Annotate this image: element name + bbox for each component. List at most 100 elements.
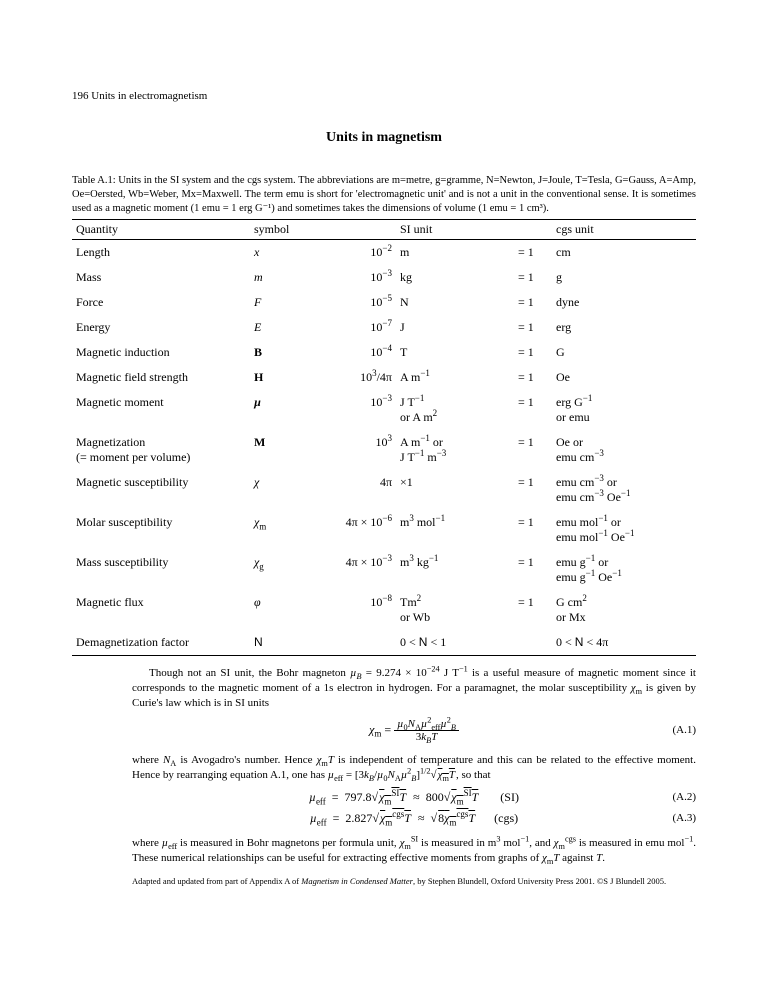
cell-cgs: cm [552,239,696,265]
cell-cgs: g [552,265,696,290]
cell-factor: 10−7 [298,315,396,340]
cell-factor: 4π × 10−6 [298,510,396,550]
eqn-num-a1: (A.1) [672,724,696,736]
eqn-num-a2: (A.2) [672,791,696,803]
table-row: Magnetic inductionB10−4T= 1G [72,340,696,365]
cell-symbol: µ [250,390,298,430]
paragraph-2: where NA is Avogadro's number. Hence χmT… [72,753,696,784]
cell-factor: 10−3 [298,390,396,430]
cell-eq: = 1 [514,550,552,590]
th-si-unit: SI unit [396,219,514,239]
cell-symbol: B [250,340,298,365]
th-quantity: Quantity [72,219,250,239]
cell-quantity: Demagnetization factor [72,630,250,656]
cell-si: ×1 [396,470,514,510]
cell-si: N [396,290,514,315]
table-row: Magnetic fluxφ10−8Tm2or Wb= 1G cm2or Mx [72,590,696,630]
table-row: Lengthx10−2m= 1cm [72,239,696,265]
cell-cgs: emu mol−1 oremu mol−1 Oe−1 [552,510,696,550]
cell-cgs: Oe oremu cm−3 [552,430,696,470]
cell-symbol: χm [250,510,298,550]
th-factor [298,219,396,239]
cell-si: T [396,340,514,365]
cell-symbol: N [250,630,298,656]
cell-factor: 4π × 10−3 [298,550,396,590]
table-row: Magnetic momentµ10−3J T−1or A m2= 1erg G… [72,390,696,430]
th-eq [514,219,552,239]
table-row: Magnetization(= moment per volume)M103A … [72,430,696,470]
cell-si: m3 kg−1 [396,550,514,590]
equation-a3: µeff = 2.827√χmcgsT ≈ √8χmcgsT (cgs) (A.… [72,811,696,826]
cell-cgs: erg [552,315,696,340]
cell-si: Tm2or Wb [396,590,514,630]
page-content: 196 Units in electromagnetism Units in m… [0,0,768,927]
cell-eq: = 1 [514,510,552,550]
cell-si: kg [396,265,514,290]
cell-quantity: Magnetic flux [72,590,250,630]
cell-quantity: Energy [72,315,250,340]
equation-a1: χm = µ0NAµ2effµ2B3kBT (A.1) [72,718,696,743]
cell-symbol: χg [250,550,298,590]
running-head: 196 Units in electromagnetism [72,90,696,102]
cell-eq: = 1 [514,365,552,390]
table-row: Magnetic field strengthH103/4πA m−1= 1Oe [72,365,696,390]
table-row: Magnetic susceptibilityχ4π×1= 1emu cm−3 … [72,470,696,510]
cell-si: A m−1 orJ T−1 m−3 [396,430,514,470]
paragraph-1: Though not an SI unit, the Bohr magneton… [72,666,696,712]
cell-symbol: χ [250,470,298,510]
cell-quantity: Mass susceptibility [72,550,250,590]
cell-si: 0 < N < 1 [396,630,514,656]
table-row: EnergyE10−7J= 1erg [72,315,696,340]
cell-symbol: H [250,365,298,390]
cell-eq: = 1 [514,290,552,315]
cell-symbol: F [250,290,298,315]
equation-a2: µeff = 797.8√χmSIT ≈ 800√χmSIT (SI) (A.2… [72,790,696,805]
cell-eq: = 1 [514,265,552,290]
cell-eq: = 1 [514,470,552,510]
cell-factor: 103/4π [298,365,396,390]
table-row: Demagnetization factorN 0 < N < 1 0 < N < … [72,630,696,656]
cell-quantity: Magnetic field strength [72,365,250,390]
cell-quantity: Force [72,290,250,315]
cell-quantity: Magnetic moment [72,390,250,430]
cell-si: J [396,315,514,340]
cell-cgs: G cm2or Mx [552,590,696,630]
cell-cgs: 0 < N < 4π [552,630,696,656]
cell-symbol: x [250,239,298,265]
th-symbol: symbol [250,219,298,239]
cell-symbol: E [250,315,298,340]
cell-factor: 10−8 [298,590,396,630]
cell-symbol: m [250,265,298,290]
cell-eq [514,630,552,656]
cell-factor: 10−5 [298,290,396,315]
cell-quantity: Magnetic susceptibility [72,470,250,510]
units-table: Quantity symbol SI unit cgs unit Lengthx… [72,219,696,656]
cell-cgs: Oe [552,365,696,390]
cell-quantity: Molar susceptibility [72,510,250,550]
cell-factor: 103 [298,430,396,470]
cell-cgs: G [552,340,696,365]
cell-si: J T−1or A m2 [396,390,514,430]
table-row: ForceF10−5N= 1dyne [72,290,696,315]
cell-eq: = 1 [514,390,552,430]
cell-si: A m−1 [396,365,514,390]
cell-cgs: emu g−1 oremu g−1 Oe−1 [552,550,696,590]
cell-factor: 4π [298,470,396,510]
cell-cgs: erg G−1or emu [552,390,696,430]
cell-eq: = 1 [514,239,552,265]
paragraph-3: where µeff is measured in Bohr magnetons… [72,836,696,867]
cell-factor: 10−2 [298,239,396,265]
table-header-row: Quantity symbol SI unit cgs unit [72,219,696,239]
th-cgs-unit: cgs unit [552,219,696,239]
cell-eq: = 1 [514,430,552,470]
table-caption: Table A.1: Units in the SI system and th… [72,174,696,217]
page-title: Units in magnetism [72,130,696,146]
cell-cgs: emu cm−3 oremu cm−3 Oe−1 [552,470,696,510]
cell-eq: = 1 [514,315,552,340]
table-row: Massm10−3kg= 1g [72,265,696,290]
cell-quantity: Magnetization(= moment per volume) [72,430,250,470]
table-row: Mass susceptibilityχg4π × 10−3m3 kg−1= 1… [72,550,696,590]
cell-si: m3 mol−1 [396,510,514,550]
footnote: Adapted and updated from part of Appendi… [72,876,696,887]
eqn-num-a3: (A.3) [672,812,696,824]
